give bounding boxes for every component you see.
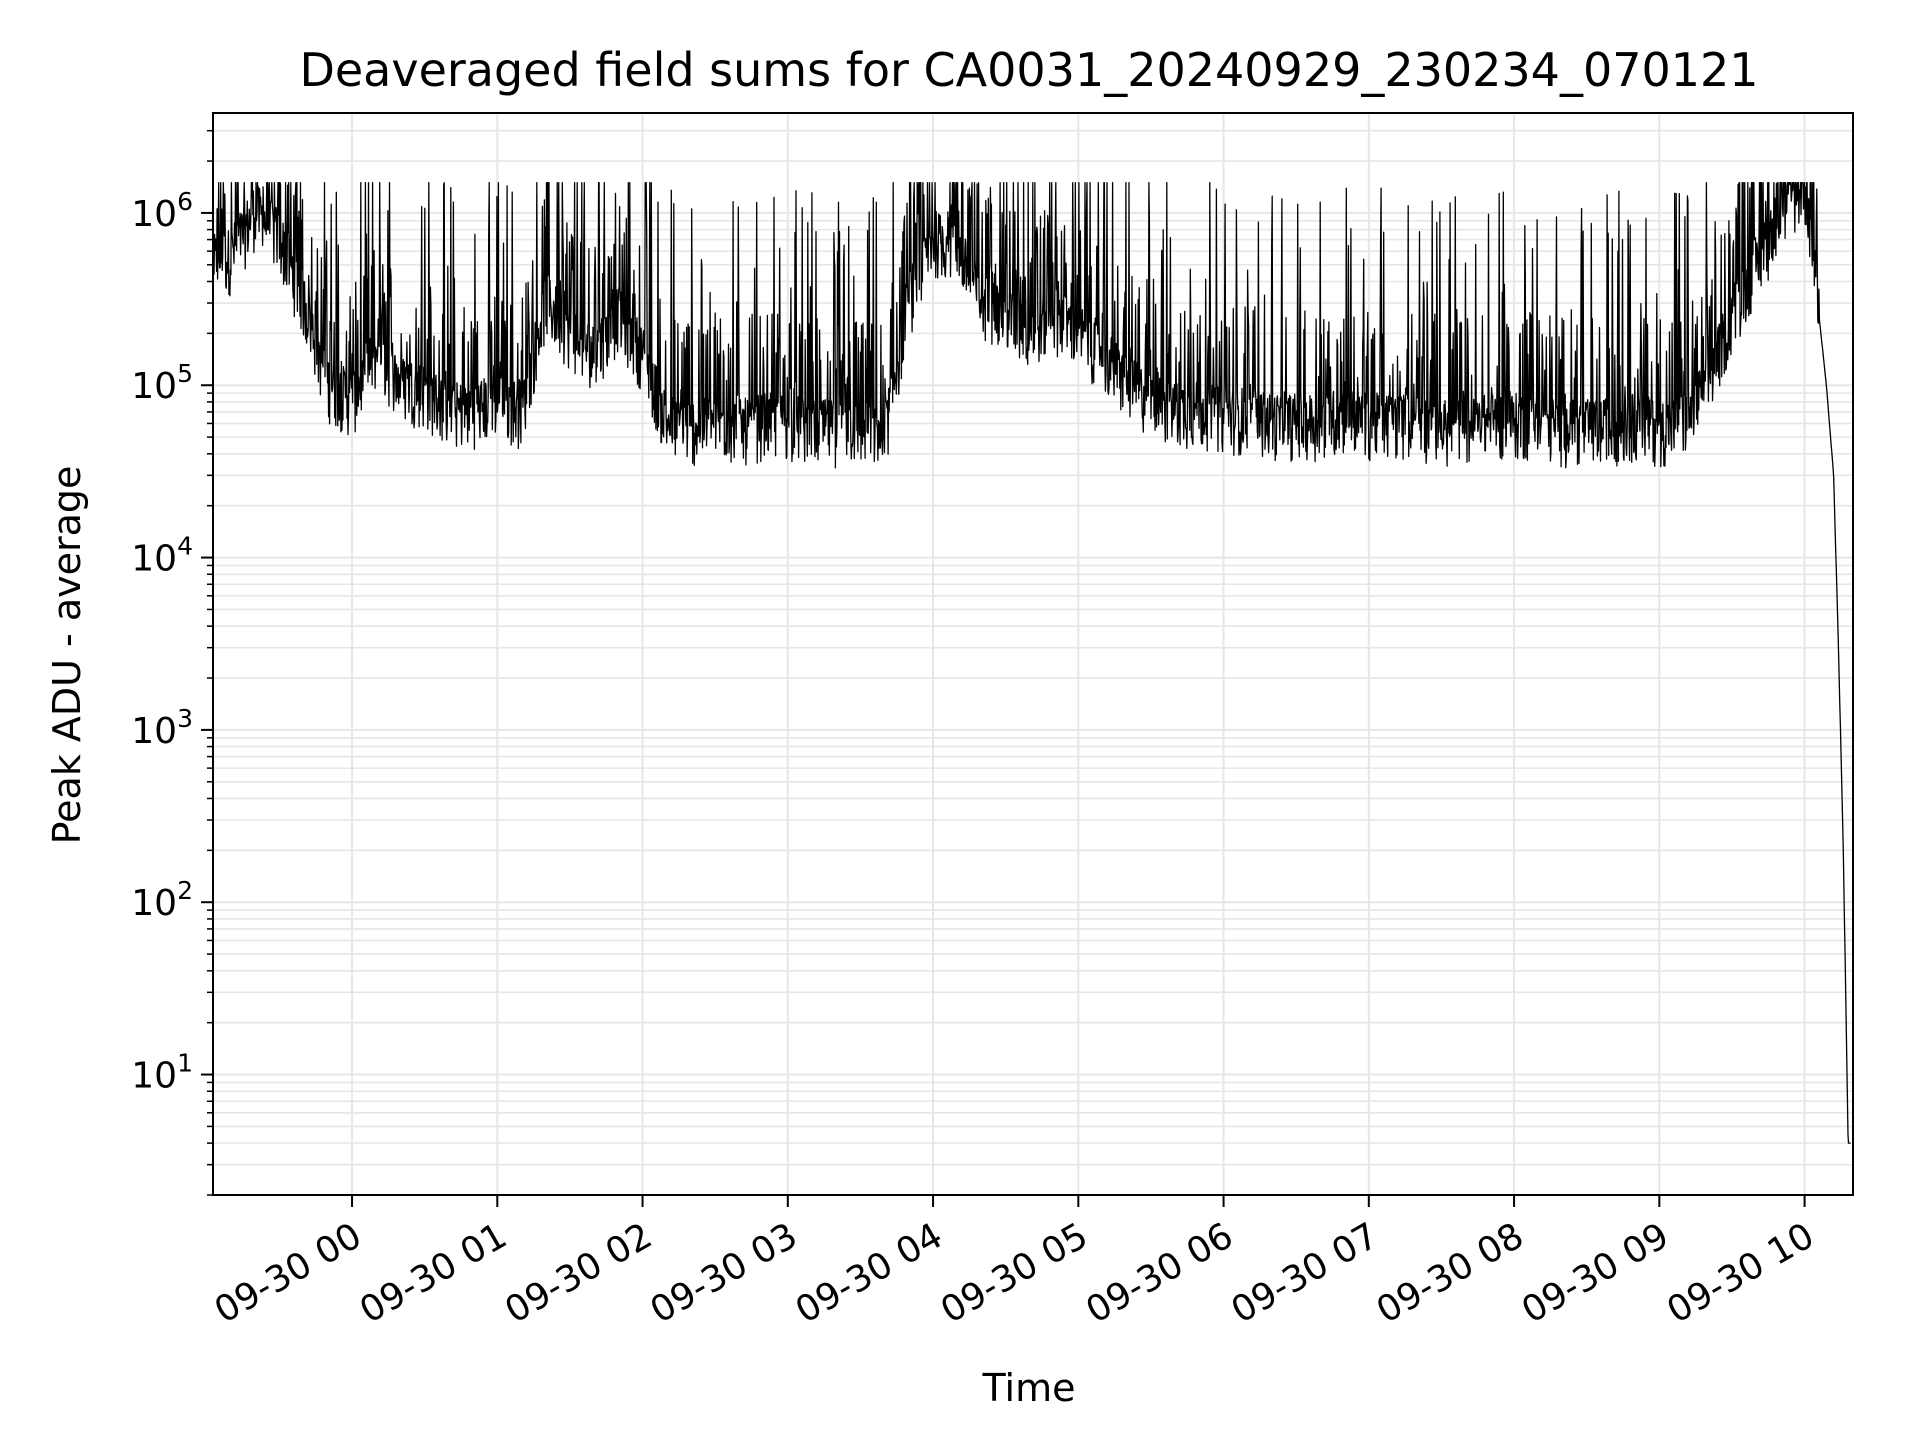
y-tick-label: 102 — [131, 876, 193, 924]
y-tick-label: 104 — [131, 532, 193, 580]
data-layer — [213, 181, 1851, 1144]
plot-area-frame — [212, 112, 1854, 1196]
chart-title: Deaveraged field sums for CA0031_2024092… — [299, 43, 1758, 97]
y-axis-label: Peak ADU - average — [45, 466, 89, 845]
y-tick-label: 105 — [131, 359, 193, 407]
y-tick-label: 106 — [131, 187, 193, 235]
axis-ticks — [201, 129, 1806, 1207]
x-axis-label: Time — [982, 1366, 1076, 1410]
y-tick-label: 101 — [131, 1049, 193, 1097]
y-tick-label: 103 — [131, 704, 193, 752]
series-line — [213, 181, 1851, 1144]
